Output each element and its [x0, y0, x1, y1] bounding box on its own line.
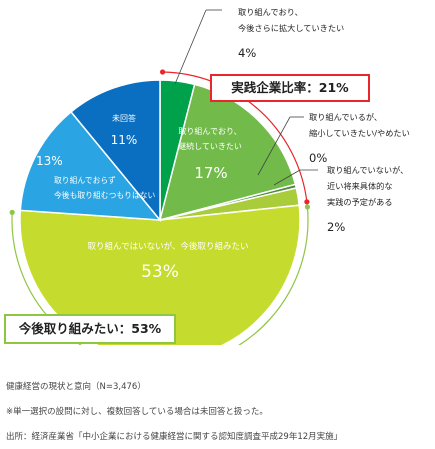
slice-category-label: 取り組んでおり、 [238, 7, 303, 17]
practice-arc-endpoint [304, 199, 310, 205]
pie-slice [70, 79, 161, 223]
pie-slice [19, 110, 162, 221]
slice-category-label: 実践の予定がある [327, 197, 393, 207]
slice-value-label: 53% [141, 262, 179, 282]
slice-value-label: 13% [36, 154, 63, 168]
slice-labels: 取り組んでおり、今後さらに拡大していきたい4%取り組んでいるが、縮小していきたい… [36, 7, 410, 282]
slice-category-label: 取り組んでおらず [54, 175, 116, 185]
slice-value-label: 17% [194, 164, 227, 182]
slice-category-label: 今後さらに拡大していきたい [238, 23, 344, 33]
intent-arc-endpoint [9, 209, 15, 215]
leader-line [273, 169, 301, 186]
practice-arc-endpoint [159, 69, 166, 75]
practice-arc [162, 71, 308, 202]
leader-line [257, 116, 291, 176]
chart-caption: 健康経営の現状と意向（N=3,476） [6, 382, 146, 392]
pie-slice [158, 83, 297, 222]
slice-category-label: 継続していきたい [178, 141, 242, 151]
future-intent-callout: 今後取り組みたい：53% [4, 314, 176, 344]
slice-category-label: 取り組んでいるが、 [309, 112, 382, 122]
slice-category-label: 取り組んでおり、 [178, 126, 241, 136]
pie-slices [19, 79, 301, 345]
leader-line [174, 9, 207, 85]
slice-category-label: 近い将来具体的な [327, 181, 393, 191]
intent-arc [11, 206, 309, 345]
slice-category-label: 取り組んでいないが、 [327, 165, 408, 175]
slice-category-label: 今後も取り組むつもりはない [54, 190, 156, 200]
slice-category-label: 縮小していきたい/やめたい [309, 128, 410, 138]
pie-chart: 取り組んでおり、今後さらに拡大していきたい4%取り組んでいるが、縮小していきたい… [9, 7, 410, 345]
slice-category-label: 未回答 [112, 113, 136, 123]
practice-rate-callout: 実践企業比率：21% [210, 74, 370, 102]
slice-value-label: 0% [309, 151, 327, 165]
intent-arc-endpoint [304, 204, 311, 210]
slice-value-label: 4% [238, 46, 256, 60]
leader-lines [174, 9, 318, 186]
highlight-arcs [9, 69, 311, 345]
pie-slice [19, 204, 301, 345]
chart-source: 出所：経済産業省「中小企業における健康経営に関する認知度調査平成29年12月実施… [6, 432, 343, 442]
slice-value-label: 11% [111, 133, 138, 147]
slice-value-label: 2% [327, 220, 345, 234]
chart-note: ※単一選択の設問に対し、複数回答している場合は未回答と扱った。 [6, 407, 268, 417]
slice-category-label: 取り組んではいないが、今後取り組みたい [88, 241, 249, 252]
